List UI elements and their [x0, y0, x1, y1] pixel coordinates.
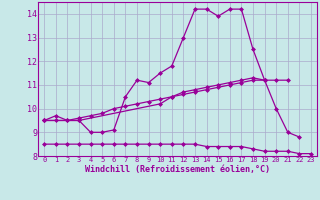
X-axis label: Windchill (Refroidissement éolien,°C): Windchill (Refroidissement éolien,°C) [85, 165, 270, 174]
